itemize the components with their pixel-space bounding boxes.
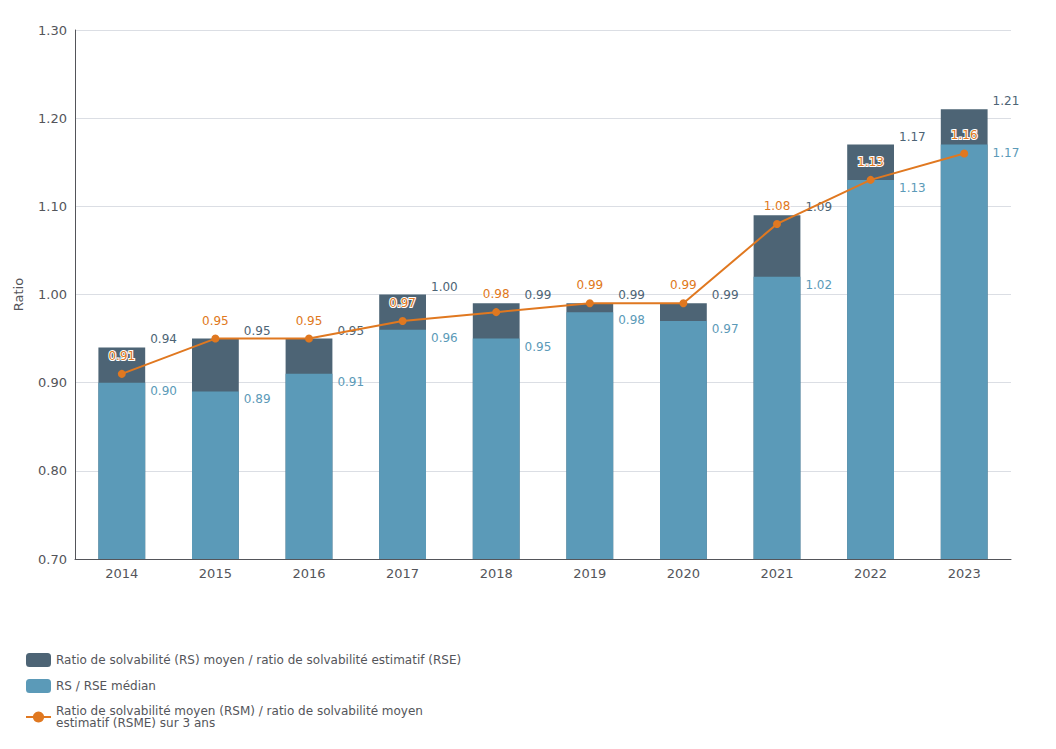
svg-text:2016: 2016 (292, 566, 325, 581)
svg-text:0.91: 0.91 (108, 349, 135, 363)
svg-text:Ratio de solvabilité moyen (RS: Ratio de solvabilité moyen (RSM) / ratio… (56, 704, 423, 718)
svg-text:2015: 2015 (199, 566, 232, 581)
svg-text:1.00: 1.00 (38, 287, 67, 302)
svg-text:0.91: 0.91 (337, 375, 364, 389)
svg-text:estimatif (RSME) sur 3 ans: estimatif (RSME) sur 3 ans (56, 716, 215, 730)
svg-text:0.89: 0.89 (244, 392, 271, 406)
svg-text:0.97: 0.97 (389, 296, 416, 310)
svg-text:2017: 2017 (386, 566, 419, 581)
svg-text:1.00: 1.00 (431, 280, 458, 294)
svg-text:0.98: 0.98 (483, 287, 510, 301)
svg-text:1.13: 1.13 (857, 155, 884, 169)
svg-text:1.17: 1.17 (993, 146, 1020, 160)
svg-text:0.99: 0.99 (576, 278, 603, 292)
svg-text:1.20: 1.20 (38, 111, 67, 126)
svg-text:0.90: 0.90 (150, 384, 177, 398)
svg-text:Ratio: Ratio (11, 278, 26, 311)
svg-text:0.98: 0.98 (618, 313, 645, 327)
svg-text:Ratio de solvabilité (RS) moye: Ratio de solvabilité (RS) moyen / ratio … (56, 653, 461, 667)
svg-text:0.95: 0.95 (296, 314, 323, 328)
svg-text:1.21: 1.21 (993, 94, 1020, 108)
svg-text:2018: 2018 (480, 566, 513, 581)
svg-text:0.94: 0.94 (150, 332, 177, 346)
svg-text:2023: 2023 (948, 566, 981, 581)
svg-text:0.99: 0.99 (712, 288, 739, 302)
svg-text:1.13: 1.13 (899, 181, 926, 195)
svg-text:0.80: 0.80 (38, 463, 67, 478)
svg-text:0.95: 0.95 (525, 340, 552, 354)
svg-text:2019: 2019 (573, 566, 606, 581)
svg-text:2020: 2020 (667, 566, 700, 581)
svg-text:0.95: 0.95 (244, 324, 271, 338)
svg-text:RS / RSE médian: RS / RSE médian (56, 679, 156, 693)
svg-text:2022: 2022 (854, 566, 887, 581)
svg-text:0.95: 0.95 (202, 314, 229, 328)
svg-text:0.99: 0.99 (670, 278, 697, 292)
svg-text:1.09: 1.09 (805, 200, 832, 214)
svg-text:2014: 2014 (105, 566, 138, 581)
svg-text:0.96: 0.96 (431, 331, 458, 345)
svg-text:1.02: 1.02 (805, 278, 832, 292)
svg-text:0.97: 0.97 (712, 322, 739, 336)
svg-text:0.99: 0.99 (618, 288, 645, 302)
svg-text:1.10: 1.10 (38, 199, 67, 214)
svg-text:0.95: 0.95 (337, 323, 365, 338)
svg-text:1.16: 1.16 (951, 128, 978, 142)
svg-text:1.30: 1.30 (38, 23, 67, 38)
svg-text:0.70: 0.70 (38, 552, 67, 567)
svg-text:2021: 2021 (760, 566, 793, 581)
svg-text:1.17: 1.17 (899, 130, 926, 144)
svg-text:0.99: 0.99 (525, 288, 552, 302)
svg-text:0.90: 0.90 (38, 375, 67, 390)
svg-text:1.08: 1.08 (764, 199, 791, 213)
